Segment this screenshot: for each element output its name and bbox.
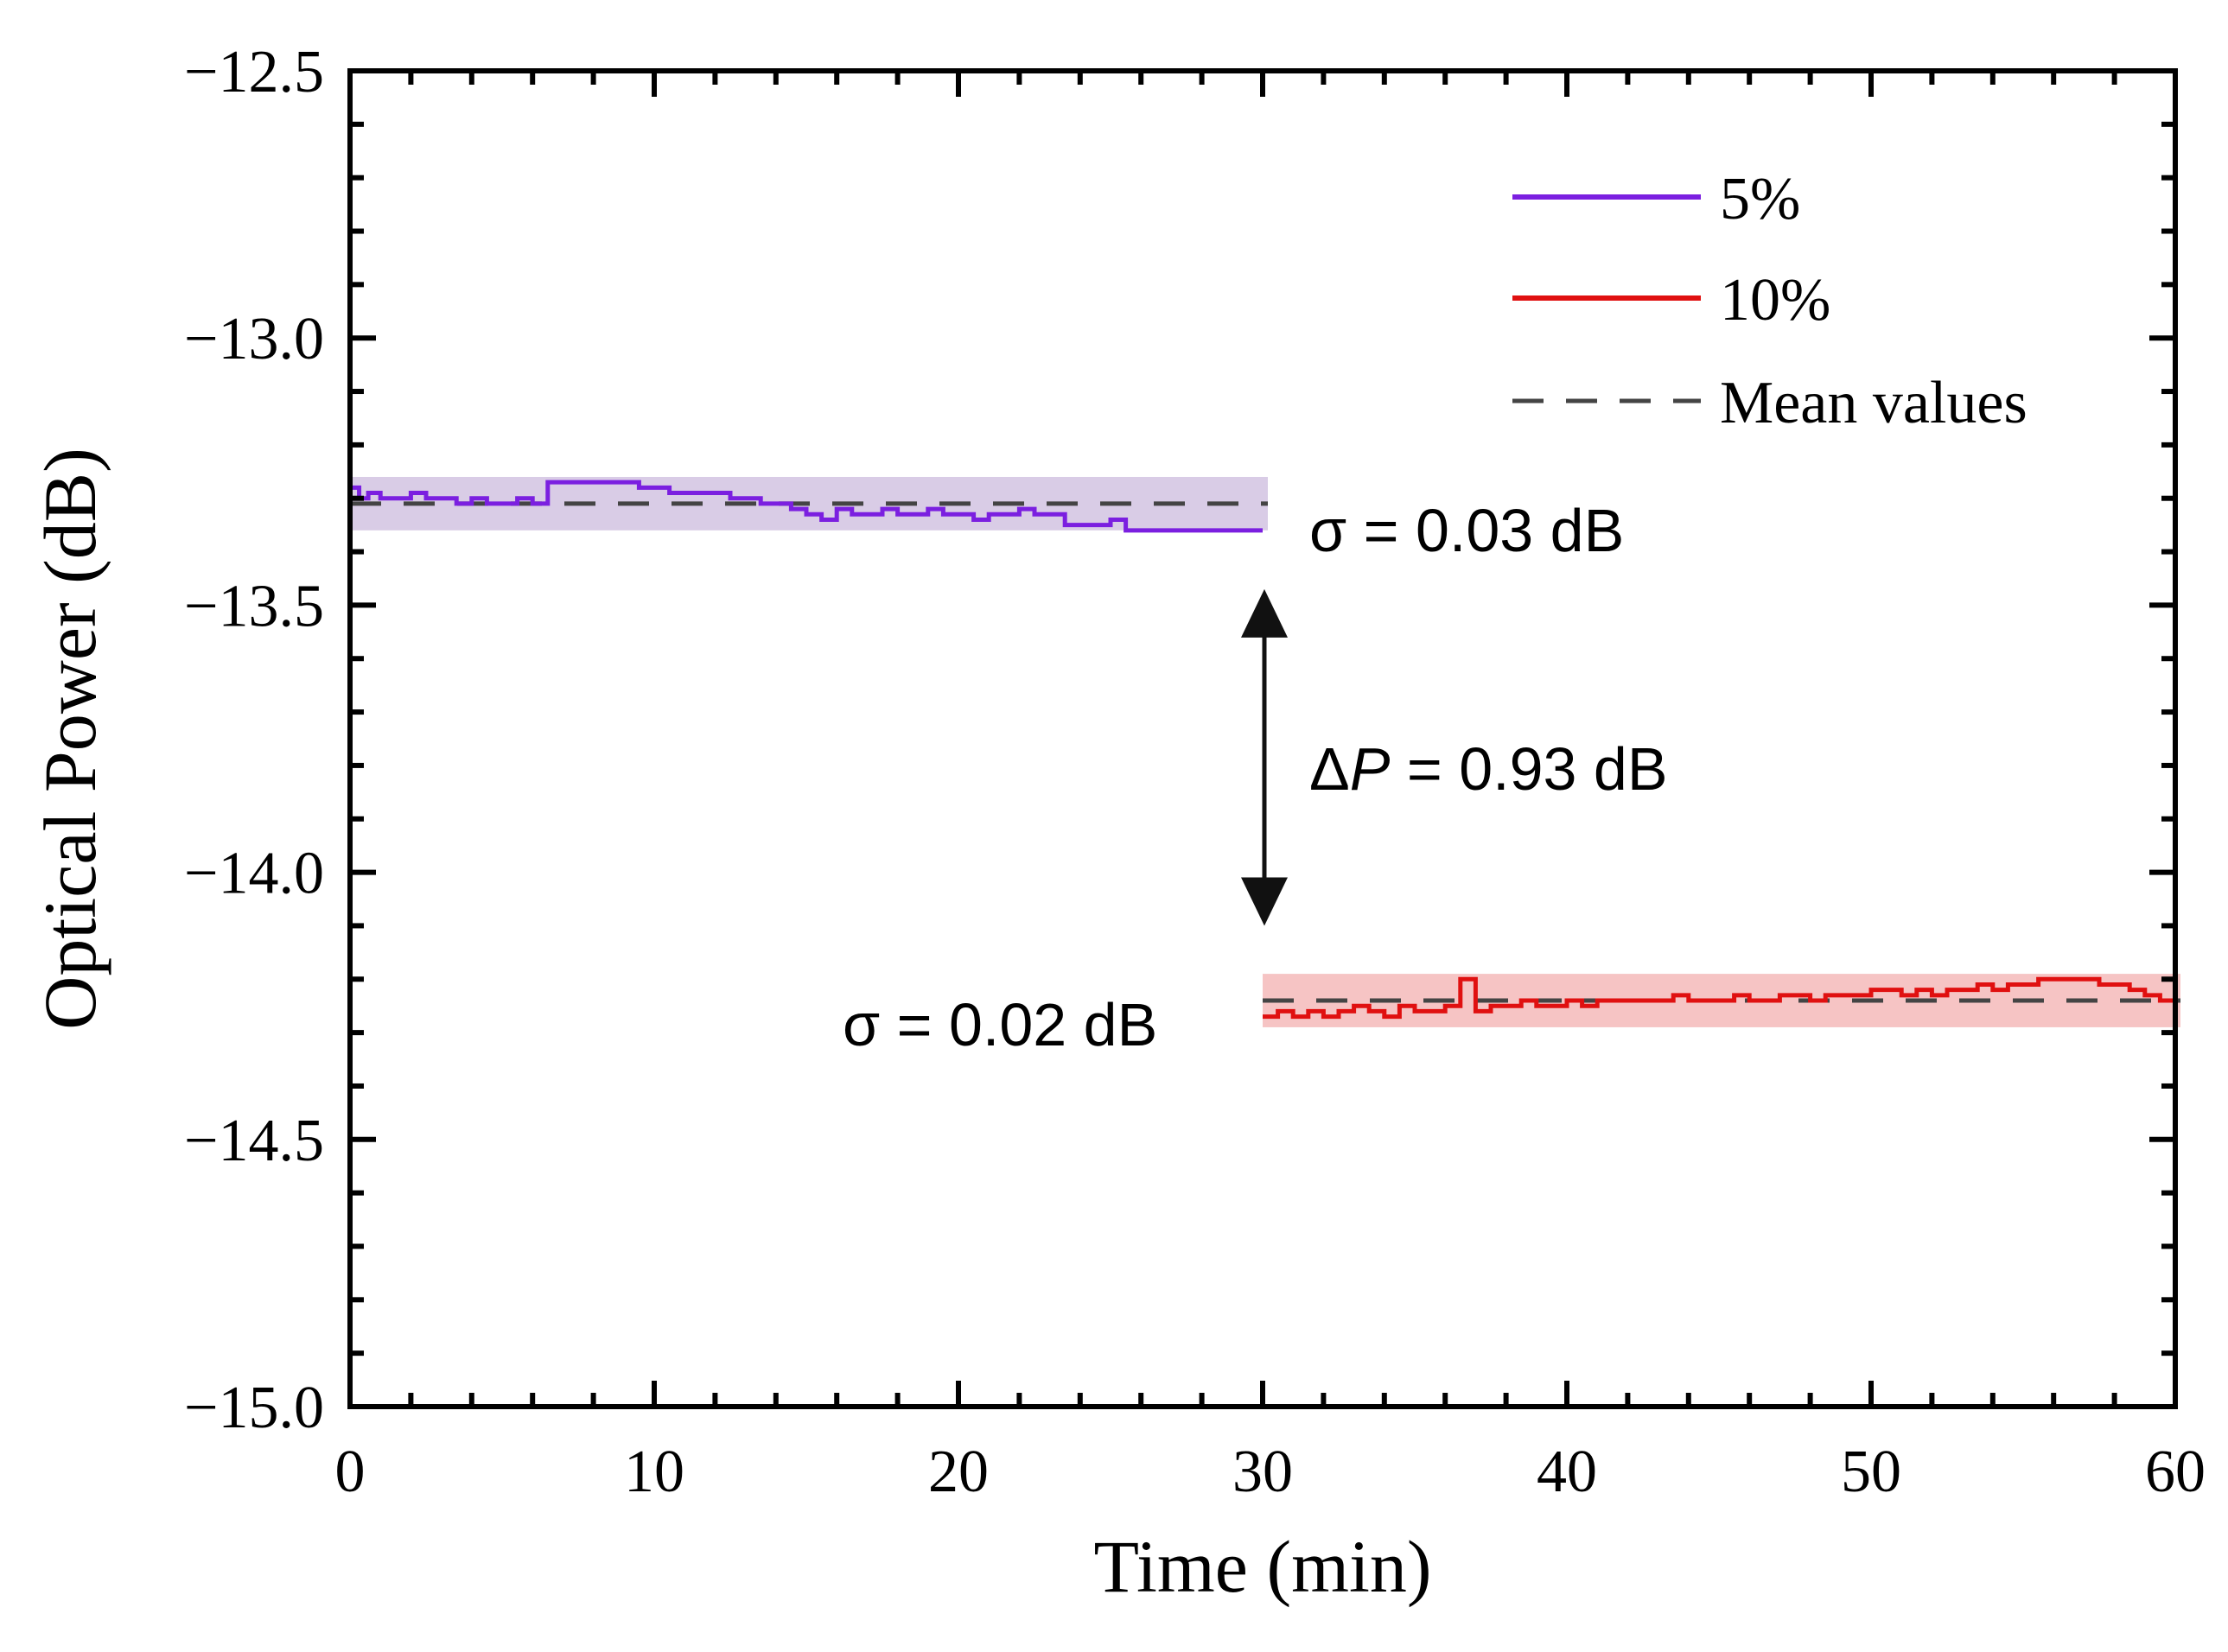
arrow-head-up: [1241, 588, 1288, 638]
legend-label-mean: Mean values: [1720, 370, 2027, 436]
y-tick-label: −13.0: [184, 306, 324, 372]
series-lines: [350, 480, 2178, 1020]
delta-p-label: ΔP = 0.93 dB: [1309, 735, 1668, 803]
x-tick-label: 30: [1232, 1439, 1293, 1505]
legend: 5% 10% Mean values: [1512, 166, 2027, 436]
legend-label-10pct: 10%: [1720, 267, 1830, 334]
y-tick-label: −14.0: [184, 841, 324, 907]
x-tick-label: 50: [1841, 1439, 1901, 1505]
delta-p-value: = 0.93 dB: [1390, 735, 1667, 803]
y-tick-label: −15.0: [184, 1375, 324, 1441]
series-line-0: [350, 480, 1263, 533]
y-axis-label: Optical Power (dB): [29, 448, 111, 1030]
legend-label-5pct: 5%: [1720, 166, 1800, 232]
x-axis-label: Time (min): [1093, 1525, 1431, 1608]
series-line-1: [1263, 976, 2178, 1020]
x-tick-label: 20: [928, 1439, 989, 1505]
delta-p-arrow: [1241, 588, 1288, 926]
sigma-10pct-label: σ = 0.02 dB: [843, 991, 1157, 1058]
y-tick-label: −14.5: [184, 1108, 324, 1174]
tick-labels: 0 10 20 30 40 50 60 −15.0 −14.5 −14.0 −13.5 −13.0 −1…: [184, 39, 2206, 1505]
sigma-5pct-label: σ = 0.03 dB: [1309, 497, 1624, 564]
delta-p-italic: P: [1350, 735, 1391, 803]
y-tick-label: −12.5: [184, 39, 324, 105]
delta-symbol: Δ: [1309, 735, 1350, 803]
arrow-head-down: [1241, 877, 1288, 926]
y-tick-label: −13.5: [184, 573, 324, 639]
x-tick-label: 60: [2145, 1439, 2206, 1505]
x-tick-label: 0: [335, 1439, 366, 1505]
x-tick-label: 10: [624, 1439, 684, 1505]
plot-frame: [347, 68, 2178, 1409]
x-tick-label: 40: [1537, 1439, 1597, 1505]
